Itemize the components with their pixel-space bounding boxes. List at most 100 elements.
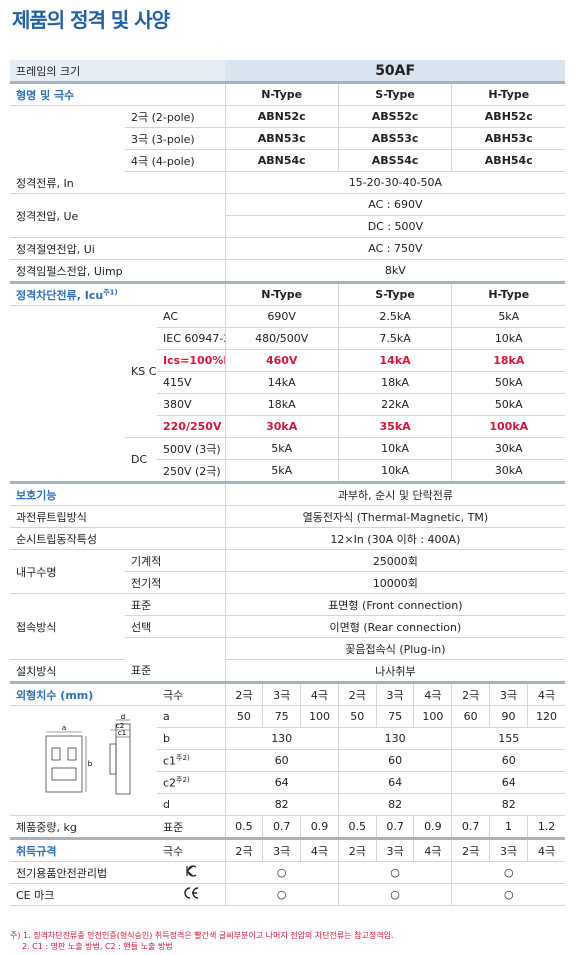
cell: 프레임의 크기 bbox=[10, 60, 225, 83]
cell: 10kA bbox=[337, 437, 452, 460]
cell-text: 3극 bbox=[386, 844, 404, 858]
cell: ○ bbox=[224, 861, 339, 884]
cell-text: 30kA bbox=[494, 464, 523, 477]
cell: 82 bbox=[451, 793, 566, 816]
table-row: 꽂음접속식 (Plug-in) bbox=[10, 637, 566, 660]
cell: 7.5kA bbox=[337, 327, 452, 350]
cell-text: 0.9 bbox=[424, 820, 442, 833]
cell: a bbox=[157, 705, 225, 728]
table-row: 415V 14kA 18kA 50kA bbox=[10, 371, 566, 394]
cell: a b c2 c1 d bbox=[10, 705, 157, 816]
cell: ABS54c bbox=[337, 149, 452, 172]
cell-text: N-Type bbox=[261, 88, 303, 101]
table-row: KS C8321(Sym) AC 690V 2.5kA 5kA bbox=[10, 305, 566, 438]
cell: 0.5 bbox=[224, 815, 263, 839]
cell bbox=[10, 328, 125, 350]
cell-text: 220/250V bbox=[163, 420, 222, 433]
cell-text: 60 bbox=[388, 754, 403, 767]
cell-text: AC : 750V bbox=[368, 242, 423, 255]
cell: 415V bbox=[157, 371, 225, 394]
cell-text: 35kA bbox=[379, 420, 411, 433]
outline bbox=[67, 747, 76, 761]
cell-text: ○ bbox=[390, 888, 400, 901]
cell: d bbox=[157, 793, 225, 816]
cell: 표준 bbox=[157, 815, 225, 839]
cell: IEC 60947-2 (Icu) bbox=[157, 327, 225, 350]
cell-text: KS C8321(Sym) bbox=[131, 365, 157, 378]
cell: 보호기능 bbox=[10, 481, 225, 506]
table-row: 외형치수 (mm) 극수 2극 3극 4극 2극 3극 4극 2극 3극 4극 bbox=[10, 681, 566, 706]
cell: 500V (3극) bbox=[157, 437, 225, 460]
cell: 5kA bbox=[451, 305, 566, 328]
cell-text: 4극 bbox=[538, 844, 556, 858]
cell-text: CE 마크 bbox=[16, 888, 55, 902]
cell-text: 선택 bbox=[131, 620, 152, 634]
cell bbox=[157, 883, 225, 906]
cell-text: Ics=100%Icu bbox=[163, 354, 225, 367]
cell-text: ABH52c bbox=[484, 110, 533, 123]
table-row: 프레임의 크기 50AF bbox=[10, 60, 566, 83]
cell-text: IEC 60947-2 (Icu) bbox=[163, 332, 225, 345]
cell: ABN53c bbox=[224, 127, 339, 150]
cell-text: 2극 bbox=[462, 688, 480, 702]
cell bbox=[10, 350, 125, 372]
cell: 5kA bbox=[224, 459, 339, 483]
cell-text: N-Type bbox=[261, 288, 303, 301]
cell: 10000회 bbox=[224, 571, 566, 594]
cell-text: 0.7 bbox=[272, 820, 291, 833]
cell-text: a bbox=[163, 710, 170, 723]
cell: 4극 (4-pole) bbox=[125, 149, 225, 172]
cell: 100 bbox=[413, 705, 452, 728]
cell-text: 꽂음접속식 (Plug-in) bbox=[345, 642, 446, 656]
cell: 0.7 bbox=[262, 815, 301, 839]
cell-text: 480/500V bbox=[255, 332, 309, 345]
cell-text: 정격차단전류, Icu bbox=[16, 288, 104, 302]
cell-text: 과전류트립방식 bbox=[16, 510, 87, 524]
cell: 극수 bbox=[157, 837, 225, 862]
cell: 4극 bbox=[300, 681, 339, 706]
cell bbox=[157, 861, 225, 884]
cell: 0.7 bbox=[375, 815, 414, 839]
cell-text: 50 bbox=[236, 710, 251, 723]
cell-text: 5kA bbox=[271, 442, 293, 455]
cell: 480/500V bbox=[224, 327, 339, 350]
cell-text: 155 bbox=[498, 732, 520, 745]
cell-text: 75 bbox=[388, 710, 403, 723]
cell-text: 정격전압, Ue bbox=[16, 209, 79, 223]
table-row: c2주2) 64 64 64 bbox=[10, 771, 566, 794]
cell-text: 18kA bbox=[267, 398, 296, 411]
table-row: 내구수명 기계적 25000회 bbox=[10, 549, 566, 594]
cell-text: 25000회 bbox=[372, 554, 418, 568]
cell-text: 18kA bbox=[381, 376, 410, 389]
cell-text: 415V bbox=[163, 376, 192, 389]
cell: 표준 bbox=[125, 659, 225, 683]
cell: ○ bbox=[337, 883, 452, 906]
cell: 과부하, 순시 및 단락전류 bbox=[224, 481, 566, 506]
cell: 2극 (2-pole) bbox=[125, 105, 225, 128]
cell: 2극 bbox=[337, 681, 377, 706]
cell: 10kA bbox=[451, 327, 566, 350]
cell-text: ○ bbox=[503, 888, 514, 901]
cell-text: 30kA bbox=[494, 442, 523, 455]
cell: 과전류트립방식 bbox=[10, 505, 225, 528]
cell: 14kA bbox=[224, 371, 339, 394]
cell: 3극 (3-pole) bbox=[125, 127, 225, 150]
cell-text: 3극 bbox=[499, 688, 518, 702]
cell-text: 60 bbox=[501, 754, 516, 767]
cell-text: 10000회 bbox=[372, 576, 418, 590]
cell: 60 bbox=[451, 705, 490, 728]
cell: 22kA bbox=[337, 393, 452, 416]
cell-text: 2.5kA bbox=[379, 310, 411, 323]
cell-text: 2극 bbox=[235, 844, 253, 858]
cell-text: S-Type bbox=[375, 88, 415, 101]
cell: ABN54c bbox=[224, 149, 339, 172]
cell-text: 2극 bbox=[348, 844, 366, 858]
cell: 외형치수 (mm) bbox=[10, 681, 157, 706]
cell-text: c1 bbox=[163, 754, 177, 768]
cell-text: 100 bbox=[308, 710, 330, 723]
cell-text: 12×In (30A 이하 : 400A) bbox=[330, 532, 461, 546]
cell-text: 접속방식 bbox=[16, 620, 57, 634]
cell: c2주2) bbox=[157, 771, 225, 794]
diagram-label: c2 bbox=[115, 722, 123, 730]
